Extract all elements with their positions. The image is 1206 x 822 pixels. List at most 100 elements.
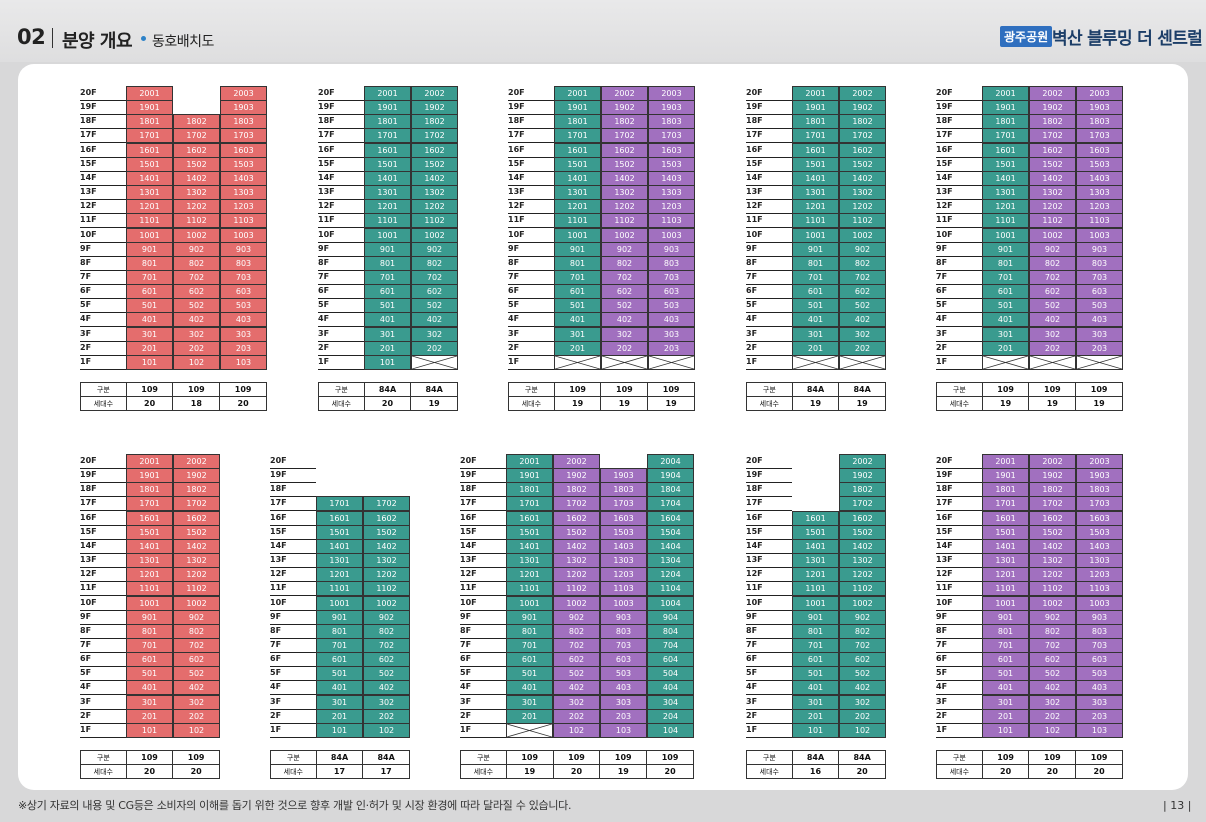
floor-label: 16F: [318, 143, 364, 158]
floor-label: 2F: [936, 341, 982, 356]
unit-cell: 402: [553, 680, 600, 696]
unit-cell: 2003: [1076, 86, 1123, 101]
unit-cell: 202: [173, 708, 220, 724]
unit-cell: 1001: [126, 227, 173, 243]
unit-cell: 203: [1076, 340, 1123, 356]
unit-cell: 1701: [982, 496, 1029, 512]
floor-label: 16F: [746, 143, 792, 158]
unit-cell: 203: [600, 708, 647, 724]
unit-cell: 902: [553, 609, 600, 625]
unit-cell: 1602: [839, 142, 886, 158]
summary-value-cell: 20: [172, 764, 220, 779]
summary-value-cell: 19: [981, 396, 1030, 411]
floor-label: 11F: [80, 213, 126, 229]
unit-cell: 1002: [601, 227, 648, 243]
unit-cell: 1803: [600, 482, 647, 498]
unit-cell: 801: [982, 255, 1029, 271]
floor-label: 10F: [270, 596, 316, 611]
unit-cell: 2003: [1076, 454, 1123, 469]
summary-value-cell: 109: [172, 382, 221, 397]
floor-label: 17F: [936, 496, 982, 512]
floor-label: 7F: [460, 638, 506, 653]
unit-cell: 1501: [554, 156, 601, 172]
unit-cell: 1701: [506, 496, 553, 512]
floor-label: 17F: [270, 496, 316, 512]
summary-value-cell: 18: [172, 396, 221, 411]
unit-cell: 1301: [792, 553, 839, 569]
unit-cell: 1702: [173, 128, 220, 144]
unit-cell: 1202: [839, 567, 886, 583]
unit-cell: 502: [363, 666, 410, 682]
unit-cell: 1802: [601, 114, 648, 130]
unit-cell: 1301: [554, 185, 601, 201]
summary-value-cell: 16: [791, 764, 840, 779]
unit-cell: 602: [363, 652, 410, 668]
floor-label: 19F: [508, 100, 554, 116]
floor-label: 11F: [460, 581, 506, 597]
unit-cell: 1302: [363, 553, 410, 569]
unit-cell: 1702: [363, 496, 410, 512]
unit-cell: 1502: [173, 156, 220, 172]
building-diagram: 20F 19F 18F 17F 16F 15F 14F 13F 12F 11F 10F 9F 8F 7F 6…: [80, 454, 220, 797]
household-row: 세대수 20 20: [80, 764, 220, 779]
unit-cell: 1903: [648, 100, 695, 116]
unit-cell: 801: [506, 623, 553, 639]
floor-label: 5F: [936, 298, 982, 314]
unit-cell: 502: [601, 298, 648, 314]
unit-cell: 201: [792, 708, 839, 724]
unit-cell: 1701: [982, 128, 1029, 144]
floor-label: 18F: [318, 114, 364, 130]
unit-cell: 304: [647, 694, 694, 710]
floor-label: 19F: [936, 468, 982, 484]
unit-cell: 1201: [316, 567, 363, 583]
summary-value-cell: 19: [791, 396, 840, 411]
unit-cell: 1903: [600, 468, 647, 484]
unit-cell: 1601: [506, 510, 553, 526]
floor-label: 18F: [936, 482, 982, 498]
floor-label: 17F: [936, 128, 982, 144]
non-residential-cell: [839, 354, 886, 370]
floor-label: 4F: [508, 312, 554, 328]
unit-cell: 1603: [1076, 142, 1123, 158]
summary-header-cell: 구분: [80, 750, 127, 765]
unit-cell: 1101: [982, 213, 1029, 229]
unit-cell: 1003: [600, 595, 647, 611]
unit-cell: 1501: [982, 524, 1029, 540]
unit-cell: 1202: [363, 567, 410, 583]
floor-label: 7F: [508, 270, 554, 285]
unit-cell: 803: [648, 255, 695, 271]
floor-label: 4F: [936, 312, 982, 328]
unit-cell: 402: [839, 312, 886, 328]
unit-cell: 301: [316, 694, 363, 710]
unit-cell: 1602: [553, 510, 600, 526]
unit-cell: 1001: [554, 227, 601, 243]
unit-cell: 403: [1076, 680, 1123, 696]
unit-cell: 302: [411, 326, 458, 342]
unit-summary-table: 구분 109 109 세대수 20 20: [80, 750, 220, 779]
unit-cell: 901: [126, 241, 173, 257]
floor-label: 19F: [318, 100, 364, 116]
non-residential-cell: [1029, 354, 1076, 370]
summary-value-cell: 109: [599, 750, 648, 765]
unit-cell: 101: [126, 354, 173, 370]
floor-label: 12F: [80, 567, 126, 583]
unit-cell: 202: [1029, 708, 1076, 724]
unit-cell: 802: [1029, 623, 1076, 639]
unit-cell: 202: [839, 340, 886, 356]
floor-label: 2F: [508, 341, 554, 356]
unit-cell: 401: [506, 680, 553, 696]
summary-value-cell: 20: [1028, 764, 1077, 779]
unit-cell: 702: [363, 637, 410, 653]
unit-cell: 1803: [1076, 482, 1123, 498]
floor-label: 13F: [270, 553, 316, 569]
floor-label: 20F: [318, 86, 364, 101]
cross-icon: [555, 355, 600, 369]
unit-cell: 1702: [1029, 128, 1076, 144]
building-diagram: 20F 19F 18F 17F 16F 15F 14F 13F 12F 11F 10F 9F 8F 7F 6…: [460, 454, 694, 797]
floor-label: 3F: [508, 327, 554, 342]
summary-value-cell: 19: [599, 764, 648, 779]
unit-cell: 1204: [647, 567, 694, 583]
unit-cell: 1102: [173, 213, 220, 229]
floor-label: 11F: [80, 581, 126, 597]
unit-cell: 1202: [553, 567, 600, 583]
